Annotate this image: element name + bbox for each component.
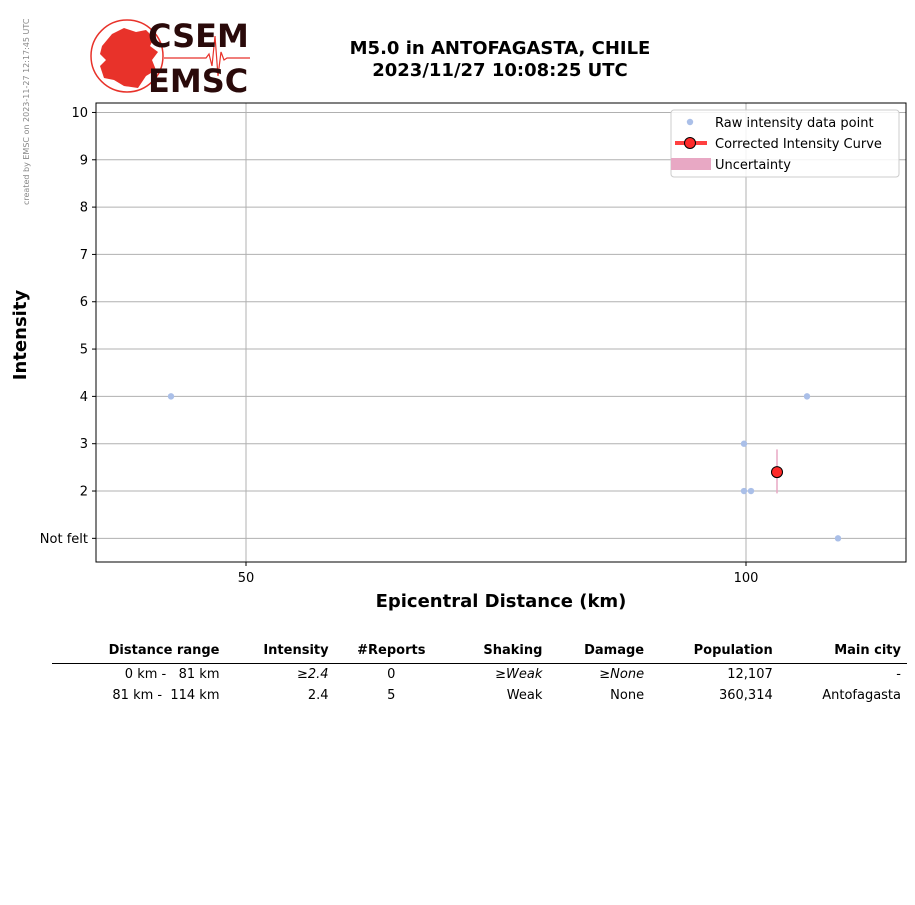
header-population: Population <box>650 641 779 664</box>
cell-city: - <box>896 667 901 682</box>
cell-population: 360,314 <box>718 688 773 703</box>
header-damage: Damage <box>548 641 651 664</box>
y-tick-label: 6 <box>80 295 88 310</box>
cell-shaking: ≥Weak <box>495 667 543 682</box>
y-tick-label: 7 <box>80 248 88 263</box>
legend: Raw intensity data point Corrected Inten… <box>670 109 900 178</box>
cell-distance: 0 km - 81 km <box>124 667 220 682</box>
logo-seismogram <box>164 35 250 77</box>
logo-europe-shape <box>100 28 158 88</box>
header-distance-range: Distance range <box>52 641 226 664</box>
legend-corrected-marker <box>684 137 696 149</box>
corrected-points-layer <box>771 466 783 479</box>
legend-uncertainty-swatch <box>671 158 711 170</box>
legend-corrected-label: Corrected Intensity Curve <box>715 137 882 152</box>
y-tick-label: 10 <box>71 106 88 121</box>
cell-city: Antofagasta <box>822 688 901 703</box>
table-row: 0 km - 81 km ≥2.4 0 ≥Weak ≥None 12,107 - <box>52 664 907 686</box>
y-tick-label: 8 <box>80 201 88 216</box>
emsc-logo: CSEM EMSC <box>90 17 250 98</box>
chart-title-line1: M5.0 in ANTOFAGASTA, CHILE <box>349 38 651 59</box>
header-shaking: Shaking <box>448 641 549 664</box>
intensity-distance-chart: Not felt 2 3 4 5 6 7 8 9 10 50 100 Epicentral Dista… <box>10 102 907 612</box>
raw-points-layer <box>167 393 842 542</box>
y-tick-label: 4 <box>80 390 88 405</box>
plot-frame <box>95 102 907 563</box>
cell-shaking: Weak <box>506 688 543 703</box>
x-tick-label: 100 <box>734 571 759 586</box>
corrected-intensity-point <box>771 466 783 479</box>
y-tick-label: 2 <box>80 485 88 500</box>
cell-reports: 0 <box>387 667 396 682</box>
legend-raw-label: Raw intensity data point <box>715 116 874 131</box>
tick-layer: Not felt 2 3 4 5 6 7 8 9 10 50 100 <box>40 106 759 586</box>
legend-raw-marker <box>686 118 694 126</box>
legend-frame <box>670 109 900 178</box>
legend-uncertainty-label: Uncertainty <box>715 158 791 173</box>
x-axis-label: Epicentral Distance (km) <box>376 591 627 612</box>
raw-data-point <box>740 487 748 495</box>
cell-damage: ≥None <box>599 667 645 682</box>
header-reports: #Reports <box>334 641 449 664</box>
cell-reports: 5 <box>387 688 396 703</box>
raw-data-point <box>834 535 842 542</box>
cell-intensity: ≥2.4 <box>297 667 329 682</box>
table-row: 81 km - 114 km 2.4 5 Weak None 360,314 A… <box>52 685 907 706</box>
y-tick-label: 3 <box>80 437 88 452</box>
raw-data-point <box>803 393 811 400</box>
grid-layer <box>96 103 906 562</box>
cell-population: 12,107 <box>727 667 773 682</box>
intensity-summary-table: Distance range Intensity #Reports Shakin… <box>52 641 907 706</box>
y-tick-label: Not felt <box>40 532 88 547</box>
table-header-row: Distance range Intensity #Reports Shakin… <box>52 641 907 664</box>
y-axis-label: Intensity <box>10 290 31 381</box>
logo-text-csem: CSEM <box>148 17 249 55</box>
cell-damage: None <box>610 688 645 703</box>
y-tick-label: 9 <box>80 153 88 168</box>
cell-distance: 81 km - 114 km <box>112 688 220 703</box>
chart-title-line2: 2023/11/27 10:08:25 UTC <box>372 60 628 81</box>
x-tick-label: 50 <box>238 571 255 586</box>
cell-intensity: 2.4 <box>307 688 329 703</box>
logo-text-emsc: EMSC <box>148 62 248 98</box>
header-main-city: Main city <box>778 641 907 664</box>
raw-data-point <box>747 487 755 495</box>
raw-data-point <box>167 393 175 400</box>
y-tick-label: 5 <box>80 343 88 358</box>
logo-globe <box>90 19 164 93</box>
raw-data-point <box>740 440 748 447</box>
header-intensity: Intensity <box>225 641 335 664</box>
chart-title: M5.0 in ANTOFAGASTA, CHILE 2023/11/27 10… <box>300 38 700 82</box>
